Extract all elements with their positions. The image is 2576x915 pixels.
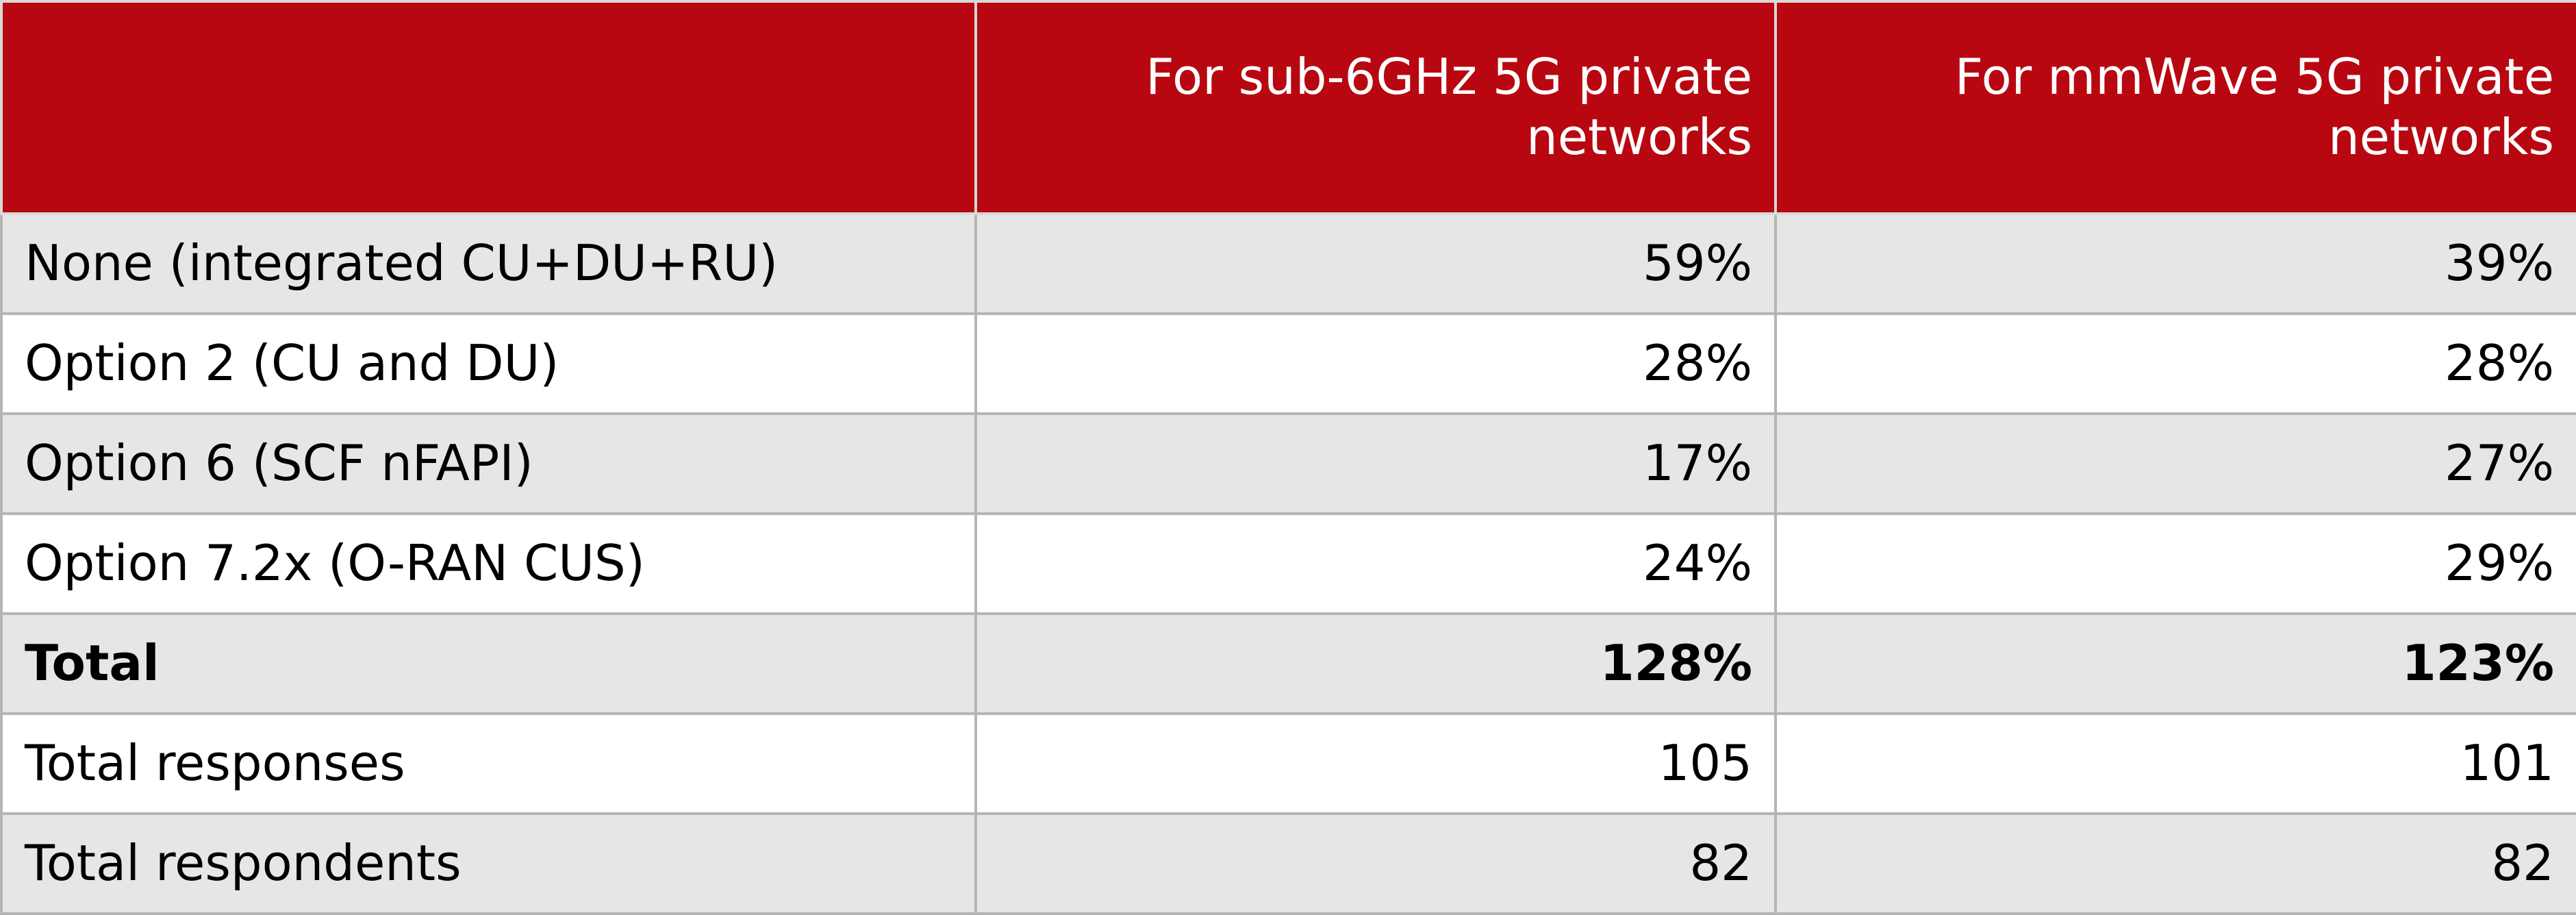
table-row: None (integrated CU+DU+RU) 59% 39% xyxy=(0,212,2576,315)
value-cell: 29% xyxy=(1774,512,2576,615)
table-row: Option 7.2x (O-RAN CUS) 24% 29% xyxy=(0,512,2576,615)
table-row: Option 6 (SCF nFAPI) 17% 27% xyxy=(0,412,2576,515)
table-row: Option 2 (CU and DU) 28% 28% xyxy=(0,312,2576,415)
value-cell: 27% xyxy=(1774,412,2576,515)
value-cell: 28% xyxy=(974,312,1777,415)
value-cell: 82 xyxy=(1774,812,2576,915)
header-cell: For sub-6GHz 5G private networks xyxy=(974,0,1777,215)
header-cell: For mmWave 5G private networks xyxy=(1774,0,2576,215)
table-body: None (integrated CU+DU+RU) 59% 39% Option 2… xyxy=(0,212,2576,915)
table-row: Total respondents 82 82 xyxy=(0,812,2576,915)
row-label: None (integrated CU+DU+RU) xyxy=(0,212,977,315)
value-cell: 101 xyxy=(1774,712,2576,815)
value-cell: 59% xyxy=(974,212,1777,315)
value-cell: 123% xyxy=(1774,612,2576,715)
value-cell: 82 xyxy=(974,812,1777,915)
value-cell: 24% xyxy=(974,512,1777,615)
value-cell: 28% xyxy=(1774,312,2576,415)
row-label: Total responses xyxy=(0,712,977,815)
header-cell xyxy=(0,0,977,215)
row-label: Option 7.2x (O-RAN CUS) xyxy=(0,512,977,615)
row-label: Option 6 (SCF nFAPI) xyxy=(0,412,977,515)
row-label: Total respondents xyxy=(0,812,977,915)
value-cell: 105 xyxy=(974,712,1777,815)
table-row: Total responses 105 101 xyxy=(0,712,2576,815)
value-cell: 128% xyxy=(974,612,1777,715)
table-row: Total 128% 123% xyxy=(0,612,2576,715)
value-cell: 39% xyxy=(1774,212,2576,315)
header-row: For sub-6GHz 5G private networks For mmW… xyxy=(0,0,2576,215)
value-cell: 17% xyxy=(974,412,1777,515)
row-label: Option 2 (CU and DU) xyxy=(0,312,977,415)
row-label: Total xyxy=(0,612,977,715)
